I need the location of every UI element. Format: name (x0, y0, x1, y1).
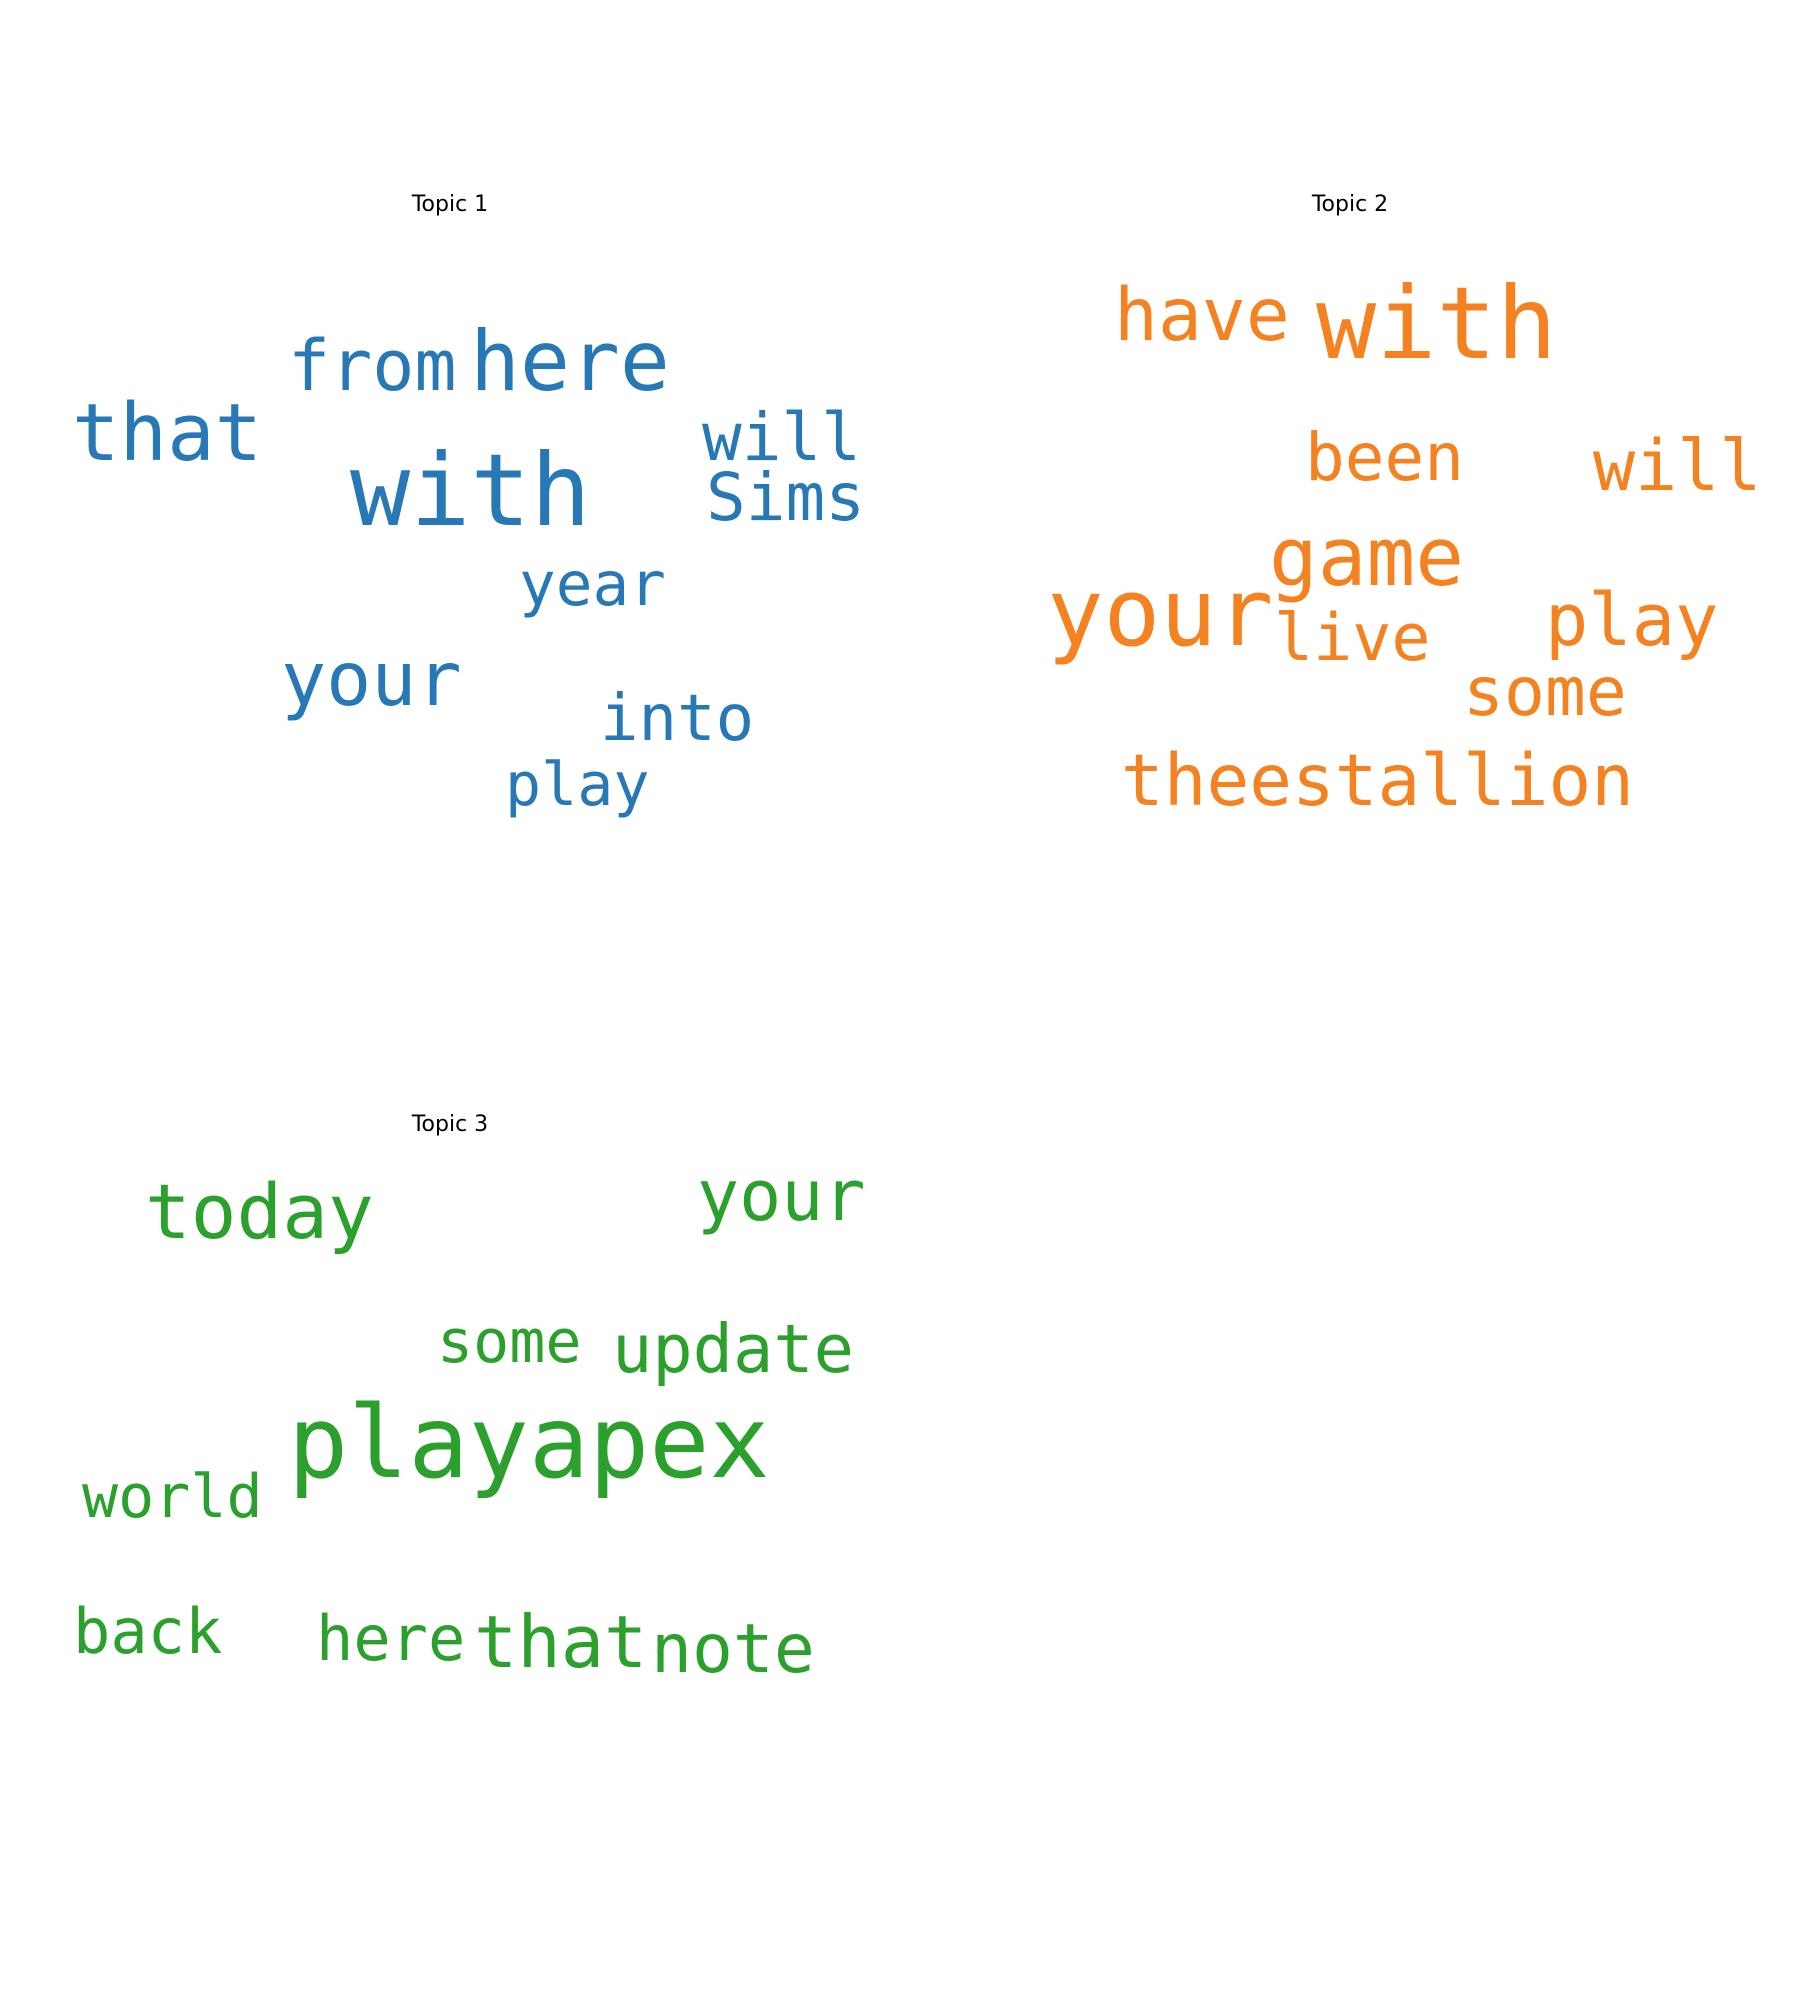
word-with: with (1316, 265, 1557, 382)
word-with: with (350, 432, 591, 549)
word-here: here (470, 313, 670, 410)
word-game: game (1269, 511, 1464, 605)
word-year: year (519, 549, 666, 620)
word-back: back (73, 1595, 222, 1668)
word-your: your (1047, 559, 1273, 668)
word-theestallion: theestallion (1121, 739, 1634, 822)
chart-title: Topic 1 (411, 192, 489, 217)
word-some: some (1463, 653, 1627, 732)
word-update: update (612, 1310, 854, 1388)
word-will: will (702, 399, 861, 476)
chart-title: Topic 3 (411, 1112, 489, 1137)
chart-title: Topic 2 (1311, 192, 1389, 217)
wordcloud-panel-topic-3: Topic 3 playapex today that your note update h… (0, 920, 900, 1840)
wordcloud-panel-topic-1: Topic 1 with here that your from will Sims into… (0, 0, 900, 920)
word-your: your (281, 635, 462, 723)
word-here: here (316, 1602, 465, 1675)
word-some: some (437, 1307, 582, 1377)
word-your: your (697, 1155, 866, 1237)
word-note: note (651, 1610, 815, 1689)
word-from: from (288, 325, 457, 407)
wordcloud-svg: playapex today that your note update here back s… (73, 1155, 866, 1689)
word-live: live (1274, 601, 1431, 676)
word-play: play (505, 750, 650, 820)
word-into: into (600, 682, 754, 756)
word-world: world (82, 1462, 263, 1532)
word-that: that (474, 1600, 647, 1684)
word-playapex: playapex (288, 1384, 770, 1501)
word-that: that (72, 387, 262, 479)
word-today: today (145, 1167, 374, 1256)
wordcloud-panel-topic-2: Topic 2 with your game have play theestallion… (900, 0, 1800, 920)
word-sims: Sims (706, 459, 865, 536)
word-will: will (1593, 425, 1762, 507)
word-have: have (1114, 273, 1290, 358)
word-play: play (1545, 578, 1718, 662)
word-been: been (1305, 419, 1464, 496)
